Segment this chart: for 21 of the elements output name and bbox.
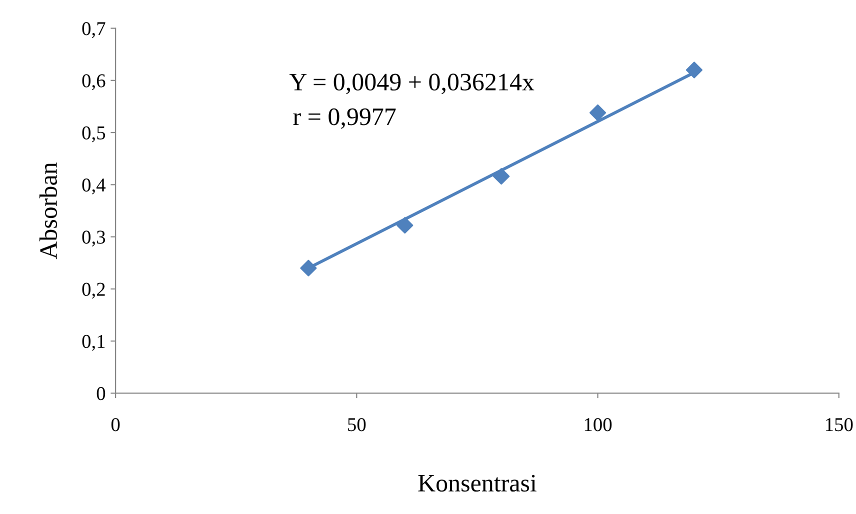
y-tick-label: 0,4 <box>82 178 106 194</box>
x-tick-label: 100 <box>584 418 612 432</box>
y-tick-label: 0,3 <box>82 230 106 247</box>
y-tick-label: 0,5 <box>82 126 106 142</box>
point <box>300 260 317 276</box>
annotation: r = 0,9977 <box>293 108 396 129</box>
y-tick-label: 0,2 <box>82 282 105 299</box>
y-tick-label: 0 <box>96 387 106 400</box>
point <box>493 168 510 185</box>
annotation: Y = 0,0049 + 0,036214x <box>289 74 534 94</box>
point <box>686 62 703 78</box>
x-tick-label: 0 <box>111 418 120 432</box>
y-tick-label: 0,6 <box>82 74 106 90</box>
point <box>589 104 606 122</box>
x-axis-title: Konsentrasi <box>418 474 536 492</box>
y-axis-title: Absorban <box>39 162 58 260</box>
y-tick-label: 0,1 <box>82 334 105 351</box>
y-tick-label: 0,7 <box>82 22 106 38</box>
point <box>396 217 414 234</box>
x-tick-label: 150 <box>826 418 853 432</box>
x-tick-label: 50 <box>348 418 366 432</box>
